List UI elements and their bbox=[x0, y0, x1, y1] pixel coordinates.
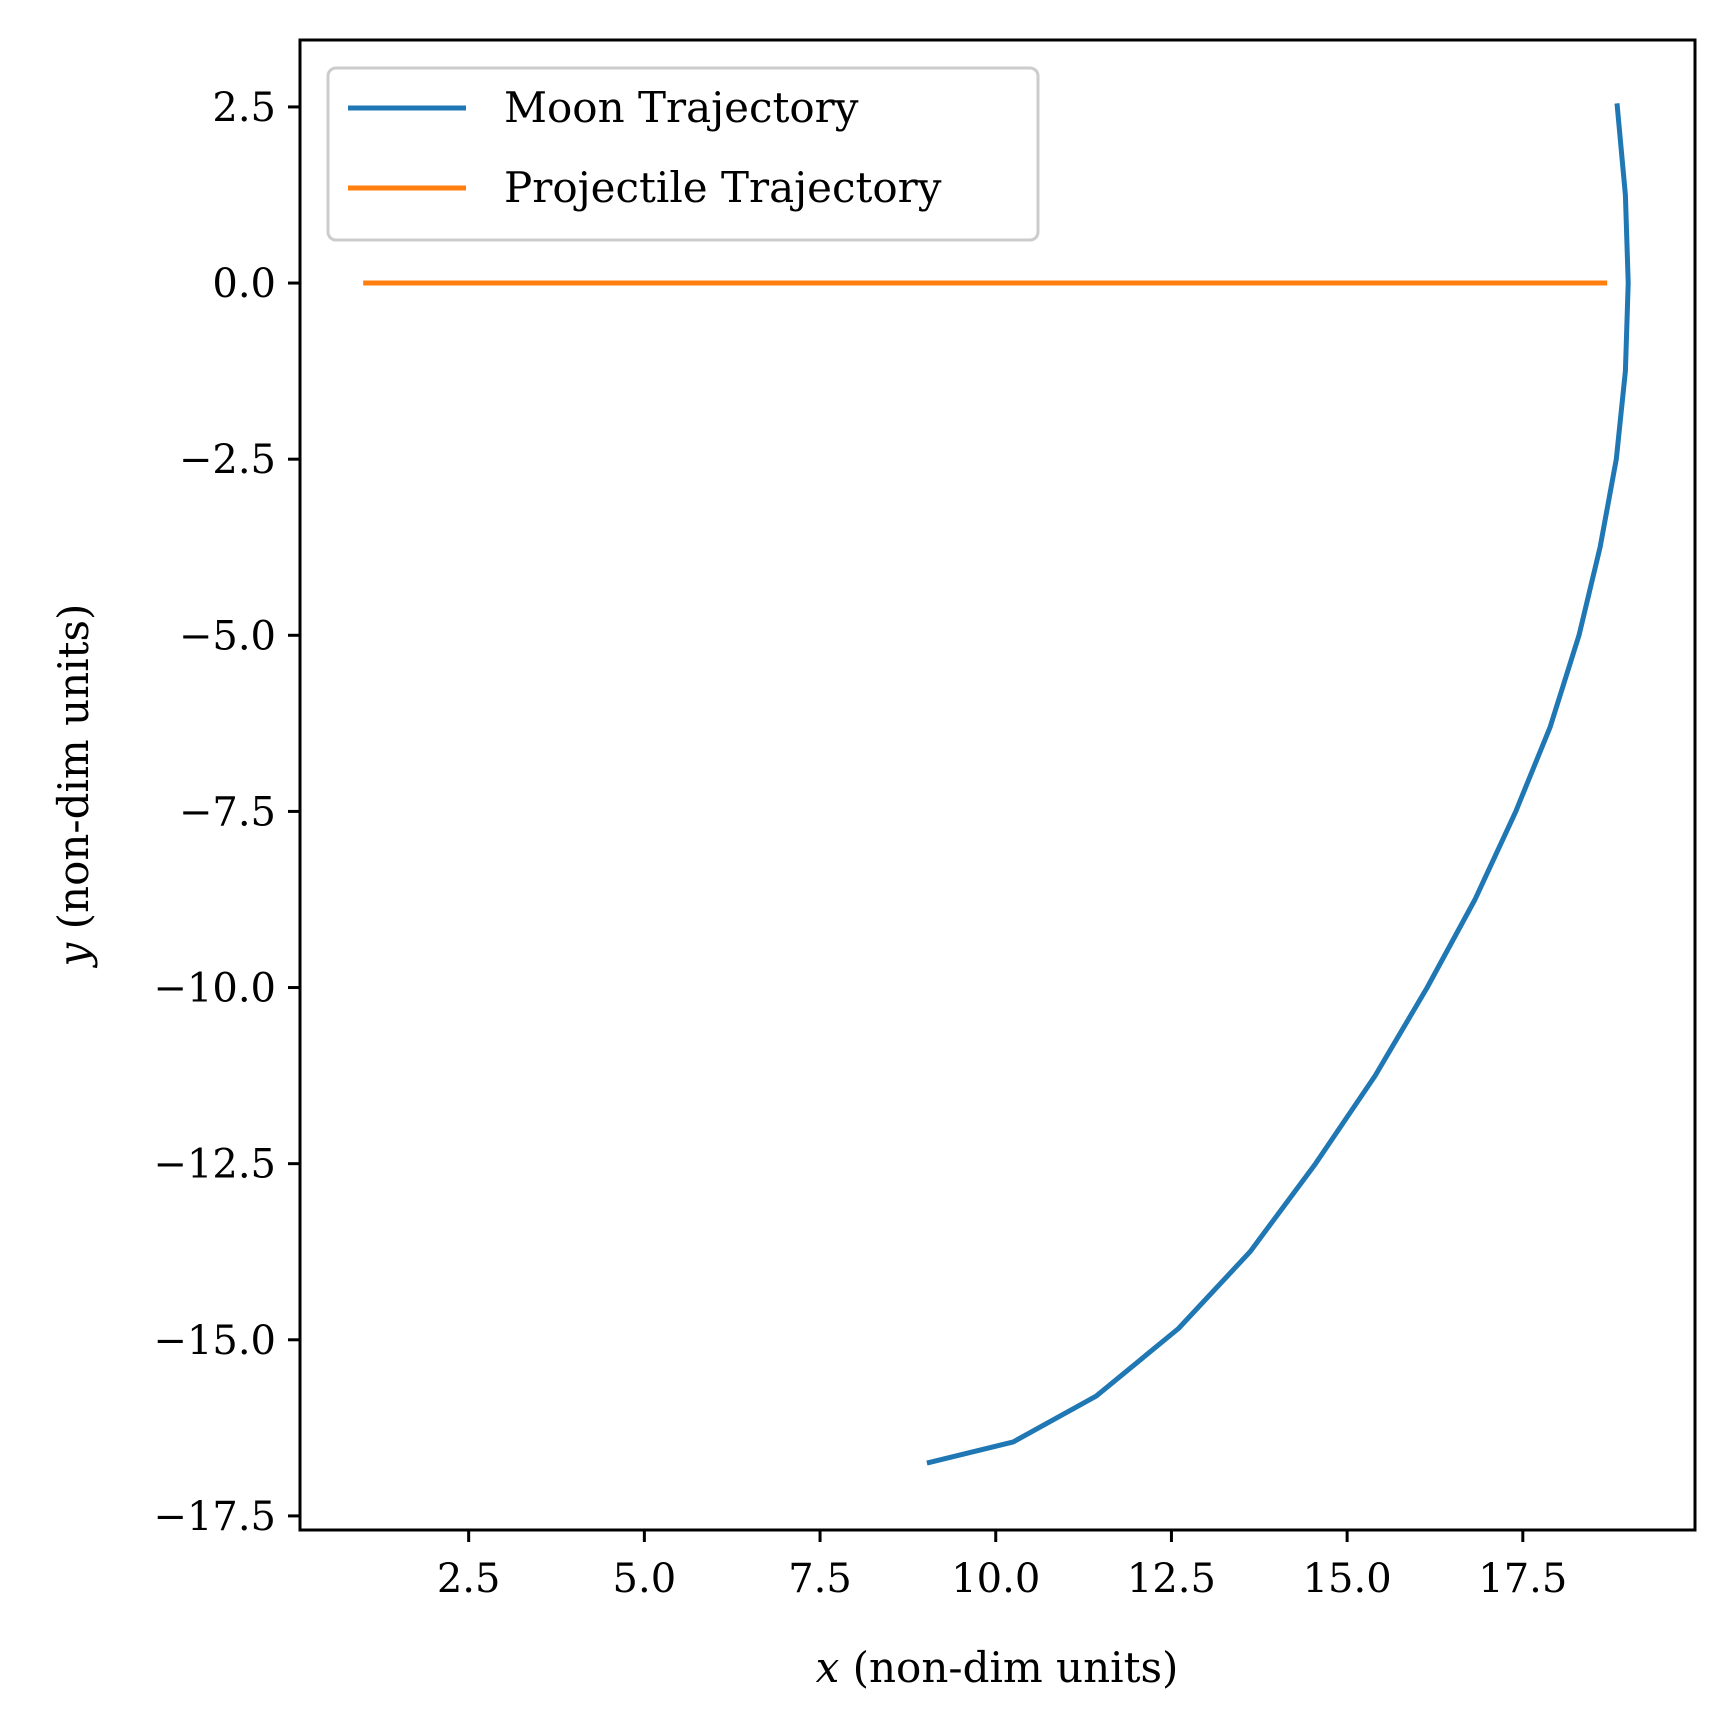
y-tick-label: −10.0 bbox=[153, 966, 276, 1012]
x-tick-label: 5.0 bbox=[613, 1556, 677, 1602]
y-tick-label: −2.5 bbox=[179, 437, 276, 483]
y-tick-label: 0.0 bbox=[212, 261, 276, 307]
y-tick-label: −12.5 bbox=[153, 1142, 276, 1188]
y-tick-label: −17.5 bbox=[153, 1494, 276, 1540]
x-tick-label: 17.5 bbox=[1478, 1556, 1567, 1602]
x-tick-label: 15.0 bbox=[1303, 1556, 1392, 1602]
legend-label-projectile: Projectile Trajectory bbox=[504, 163, 942, 212]
series-line-moon-trajectory bbox=[926, 103, 1631, 1466]
legend-label-moon: Moon Trajectory bbox=[504, 83, 859, 132]
x-tick-label: 10.0 bbox=[951, 1556, 1040, 1602]
y-axis-label: y (non-dim units) bbox=[49, 604, 98, 969]
x-axis-label: x (non-dim units) bbox=[816, 1643, 1179, 1692]
x-tick-label: 2.5 bbox=[437, 1556, 501, 1602]
y-tick-label: −7.5 bbox=[179, 789, 276, 835]
y-tick-label: −15.0 bbox=[153, 1318, 276, 1364]
x-tick-label: 12.5 bbox=[1127, 1556, 1216, 1602]
legend: Moon Trajectory Projectile Trajectory bbox=[326, 66, 1040, 242]
y-tick-label: −5.0 bbox=[179, 613, 276, 659]
y-tick-label: 2.5 bbox=[212, 85, 276, 131]
legend-box bbox=[326, 66, 1040, 242]
plot-frame bbox=[298, 38, 1697, 1532]
x-tick-label: 7.5 bbox=[788, 1556, 852, 1602]
